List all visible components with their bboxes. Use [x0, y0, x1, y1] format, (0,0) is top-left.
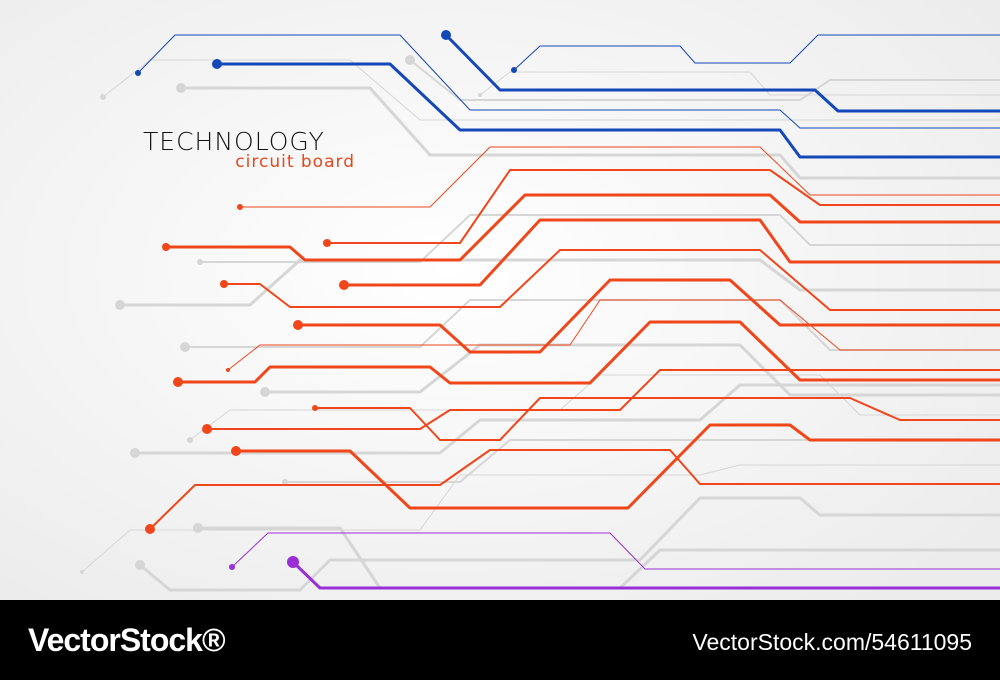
circuit-node: [202, 424, 212, 434]
circuit-node: [187, 437, 193, 443]
circuit-trace: [444, 33, 1000, 113]
circuit-trace: [120, 258, 1000, 307]
circuit-trace: [479, 71, 1000, 96]
circuit-trace: [231, 532, 1000, 570]
circuit-trace: [178, 320, 1000, 385]
circuit-node: [405, 55, 415, 65]
circuit-trace: [409, 59, 1000, 101]
circuit-trace: [81, 464, 1000, 573]
circuit-lines: [80, 30, 1000, 592]
circuit-trace: [240, 146, 1000, 208]
circuit-trace: [327, 169, 1000, 244]
circuit-node: [212, 59, 222, 69]
circuit-node: [145, 524, 155, 534]
circuit-trace: [285, 439, 1000, 483]
circuit-trace: [315, 397, 1000, 441]
circuit-node: [511, 67, 517, 73]
circuit-trace: [137, 34, 1000, 129]
circuit-trace: [217, 62, 1000, 159]
circuit-node: [229, 564, 235, 570]
circuit-trace: [291, 560, 1000, 590]
circuit-trace: [227, 299, 1000, 371]
circuit-node: [193, 523, 203, 533]
circuit-trace: [200, 214, 1000, 263]
circuit-node: [162, 243, 170, 251]
circuit-node: [287, 556, 299, 568]
circuit-node: [100, 94, 106, 100]
circuit-node: [339, 280, 349, 290]
circuit-node: [226, 368, 230, 372]
circuit-node: [80, 570, 84, 574]
circuit-node: [312, 405, 318, 411]
circuit-node: [220, 280, 228, 288]
circuit-node: [478, 93, 482, 97]
footer-bar: [0, 600, 1000, 680]
circuit-node: [260, 387, 270, 397]
circuit-trace: [513, 34, 1000, 71]
footer-link: VectorStock.com/54611095: [692, 629, 972, 655]
circuit-trace: [102, 59, 1000, 121]
circuit-node: [176, 83, 186, 93]
circuit-trace: [149, 449, 1000, 530]
circuit-node: [180, 342, 190, 352]
title: TECHNOLOGY: [143, 127, 325, 156]
circuit-node: [323, 239, 331, 247]
circuit-trace: [207, 369, 1000, 430]
footer-brand: VectorStock®: [28, 622, 226, 658]
circuit-node: [293, 320, 303, 330]
circuit-node: [173, 377, 183, 387]
circuit-node: [282, 479, 288, 485]
circuit-node: [441, 30, 451, 40]
circuit-node: [135, 560, 145, 570]
circuit-trace: [166, 193, 1000, 262]
circuit-trace: [344, 218, 1000, 287]
circuit-trace: [181, 86, 1000, 180]
circuit-node: [237, 204, 243, 210]
circuit-node: [231, 446, 241, 456]
circuit-trace: [265, 343, 1000, 397]
circuit-trace: [135, 383, 1000, 455]
circuit-trace: [298, 278, 1000, 354]
circuit-trace: [189, 374, 1000, 441]
circuit-node: [135, 70, 141, 76]
circuit-trace: [224, 249, 1000, 311]
circuit-node: [130, 448, 140, 458]
subtitle: circuit board: [235, 152, 355, 172]
circuit-node: [115, 300, 125, 310]
circuit-trace: [139, 496, 1000, 592]
circuit-trace: [236, 423, 1000, 510]
circuit-node: [197, 259, 203, 265]
